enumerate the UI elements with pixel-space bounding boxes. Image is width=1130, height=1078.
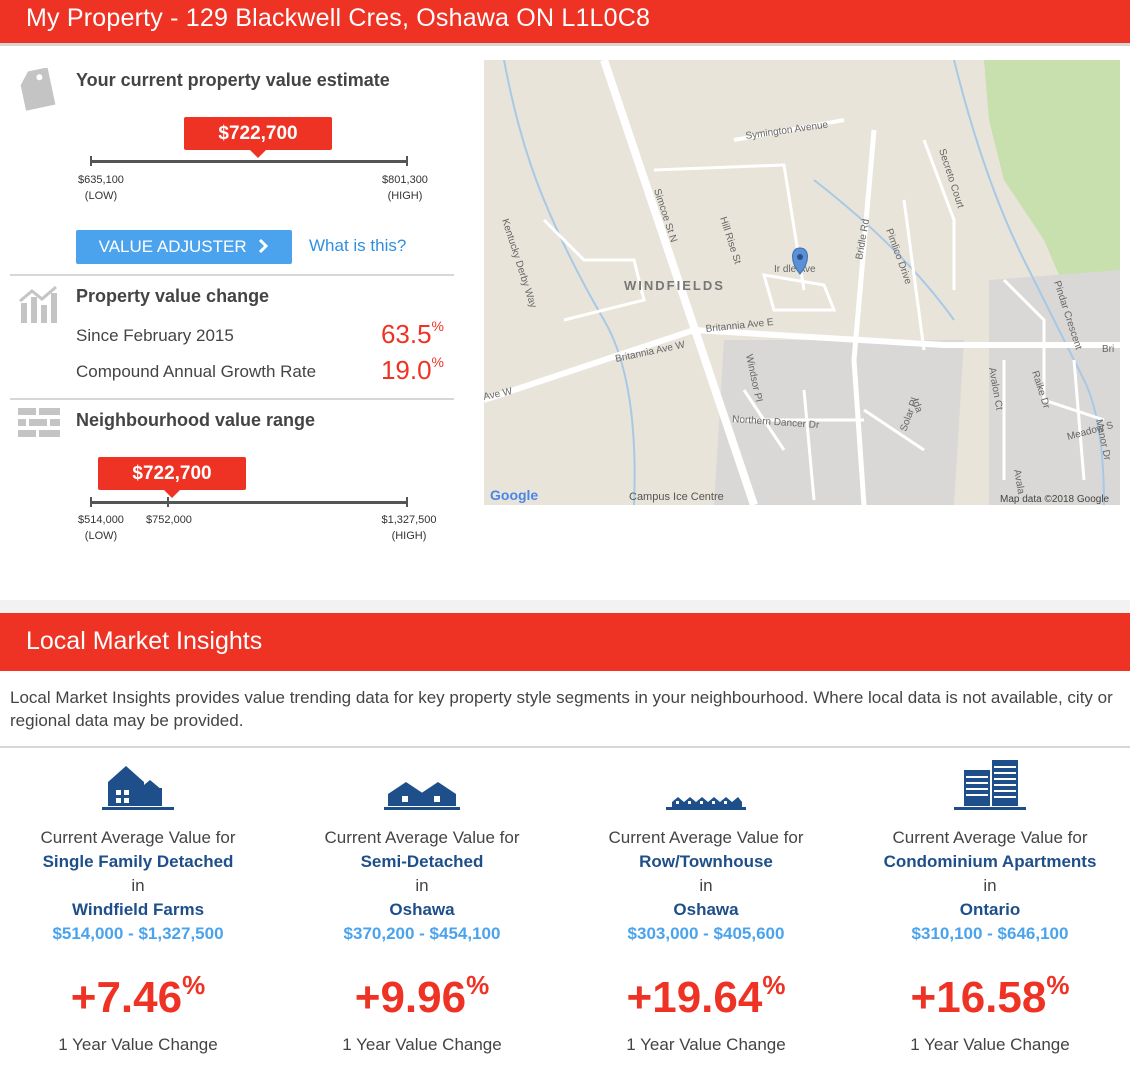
condo-icon [954, 760, 1026, 810]
estimate-range-bar [90, 156, 408, 166]
page-header: My Property - 129 Blackwell Cres, Oshawa… [0, 0, 1130, 46]
change-title: Property value change [76, 286, 270, 306]
estimate-high: $801,300 (HIGH) [382, 174, 428, 202]
insight-change: +19.64% [626, 970, 786, 1022]
insight-range: $310,100 - $646,100 [911, 924, 1069, 943]
insight-place: Ontario [959, 900, 1021, 919]
insight-card: Current Average Value for Condominium Ap… [850, 760, 1130, 1055]
bar-chart-icon [19, 285, 57, 323]
map-street-label: Ir dle Ave [774, 264, 816, 275]
insight-type: Semi-Detached [360, 852, 484, 871]
divider [10, 398, 454, 400]
insights-description: Local Market Insights provides value tre… [10, 688, 1113, 730]
semi-detached-icon [384, 782, 460, 810]
map-area-label: WINDFIELDS [624, 278, 725, 293]
insight-type: Condominium Apartments [883, 852, 1097, 871]
map-pin-icon[interactable] [792, 247, 808, 275]
insight-foot: 1 Year Value Change [626, 1035, 786, 1054]
insight-in: in [415, 876, 429, 895]
map-street-label: Ida [909, 397, 924, 414]
insight-prefix: Current Average Value for [608, 828, 804, 847]
insight-prefix: Current Average Value for [892, 828, 1088, 847]
estimate-value-badge: $722,700 [184, 117, 332, 158]
insights-title: Local Market Insights [26, 627, 263, 655]
insight-foot: 1 Year Value Change [58, 1035, 218, 1054]
neighbourhood-title: Neighbourhood value range [76, 410, 316, 430]
insight-in: in [131, 876, 145, 895]
insight-change: +9.96% [354, 970, 490, 1022]
google-logo: Google [490, 487, 538, 503]
header-divider [0, 43, 1130, 46]
insight-foot: 1 Year Value Change [342, 1035, 502, 1054]
map-street-label: Bri [1102, 344, 1114, 355]
change-row-value: 63.5% [380, 318, 444, 349]
change-row-value: 19.0% [380, 354, 444, 385]
chevron-right-icon [259, 238, 269, 254]
insight-type: Row/Townhouse [639, 852, 773, 871]
neighbourhood-value-badge: $722,700 [98, 457, 246, 498]
insight-place: Oshawa [673, 900, 739, 919]
insight-card: Current Average Value for Row/Townhouse … [566, 760, 846, 1055]
map-canvas: Symington Avenue Secreto Court Kentucky … [484, 60, 1120, 505]
section-separator [0, 600, 1130, 613]
value-adjuster-button[interactable]: VALUE ADJUSTER [76, 230, 292, 264]
townhouse-icon [666, 797, 746, 810]
neighbourhood-high: $1,327,500 (HIGH) [381, 514, 437, 542]
insight-range: $303,000 - $405,600 [627, 924, 785, 943]
brick-wall-icon [18, 408, 60, 437]
price-tag-icon [20, 68, 56, 111]
neighbourhood-low: $514,000 (LOW) [78, 514, 124, 542]
insight-place: Oshawa [389, 900, 455, 919]
insight-range: $370,200 - $454,100 [343, 924, 501, 943]
insight-card: Current Average Value for Semi-Detached … [282, 760, 562, 1055]
insight-prefix: Current Average Value for [40, 828, 236, 847]
insight-change: +16.58% [910, 970, 1070, 1022]
insight-in: in [699, 876, 713, 895]
map-place-label: Campus Ice Centre [629, 491, 724, 503]
change-row-label: Compound Annual Growth Rate [76, 362, 317, 381]
insight-foot: 1 Year Value Change [910, 1035, 1070, 1054]
detached-house-icon [102, 766, 174, 810]
insight-range: $514,000 - $1,327,500 [52, 924, 224, 943]
map-street-label: Avala [1011, 469, 1026, 496]
estimate-low: $635,100 (LOW) [78, 174, 124, 202]
insight-change: +7.46% [70, 970, 206, 1022]
divider [0, 746, 1130, 748]
insight-place: Windfield Farms [71, 900, 205, 919]
insights-header: Local Market Insights [0, 613, 1130, 671]
what-is-this-link[interactable]: What is this? [309, 236, 407, 255]
neighbourhood-mid: $752,000 [146, 514, 192, 526]
insight-type: Single Family Detached [42, 852, 234, 871]
change-row-label: Since February 2015 [76, 326, 234, 345]
estimate-title: Your current property value estimate [76, 70, 390, 90]
page-title: My Property - 129 Blackwell Cres, Oshawa… [26, 4, 651, 32]
insight-prefix: Current Average Value for [324, 828, 520, 847]
insight-in: in [983, 876, 997, 895]
property-map[interactable]: Symington Avenue Secreto Court Kentucky … [484, 60, 1120, 505]
map-attribution: Map data ©2018 Google [1000, 494, 1110, 505]
insight-card: Current Average Value for Single Family … [0, 760, 278, 1055]
divider [10, 274, 454, 276]
neighbourhood-range-bar [90, 497, 408, 507]
